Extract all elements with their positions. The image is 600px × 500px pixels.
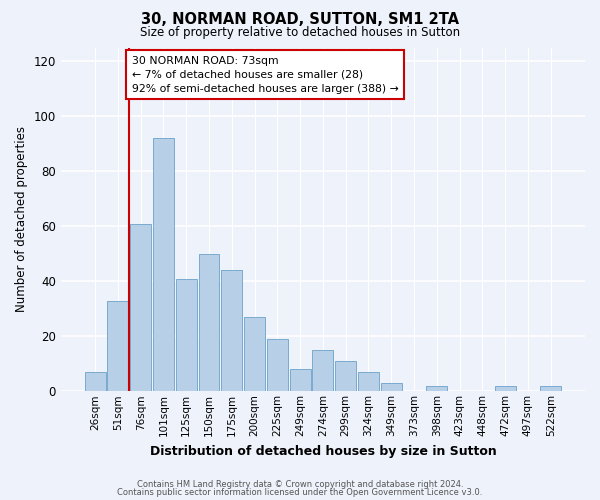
Bar <box>85 372 106 392</box>
Bar <box>244 317 265 392</box>
Bar <box>381 383 402 392</box>
X-axis label: Distribution of detached houses by size in Sutton: Distribution of detached houses by size … <box>149 444 496 458</box>
Bar <box>107 300 128 392</box>
Text: 30 NORMAN ROAD: 73sqm
← 7% of detached houses are smaller (28)
92% of semi-detac: 30 NORMAN ROAD: 73sqm ← 7% of detached h… <box>131 56 398 94</box>
Bar <box>199 254 220 392</box>
Bar <box>267 339 288 392</box>
Bar <box>176 278 197 392</box>
Text: Size of property relative to detached houses in Sutton: Size of property relative to detached ho… <box>140 26 460 39</box>
Bar <box>335 361 356 392</box>
Bar <box>427 386 447 392</box>
Bar <box>358 372 379 392</box>
Text: Contains HM Land Registry data © Crown copyright and database right 2024.: Contains HM Land Registry data © Crown c… <box>137 480 463 489</box>
Y-axis label: Number of detached properties: Number of detached properties <box>15 126 28 312</box>
Bar <box>130 224 151 392</box>
Bar <box>221 270 242 392</box>
Bar <box>540 386 561 392</box>
Bar <box>494 386 515 392</box>
Bar <box>153 138 174 392</box>
Bar <box>290 370 311 392</box>
Text: 30, NORMAN ROAD, SUTTON, SM1 2TA: 30, NORMAN ROAD, SUTTON, SM1 2TA <box>141 12 459 28</box>
Text: Contains public sector information licensed under the Open Government Licence v3: Contains public sector information licen… <box>118 488 482 497</box>
Bar <box>313 350 334 392</box>
